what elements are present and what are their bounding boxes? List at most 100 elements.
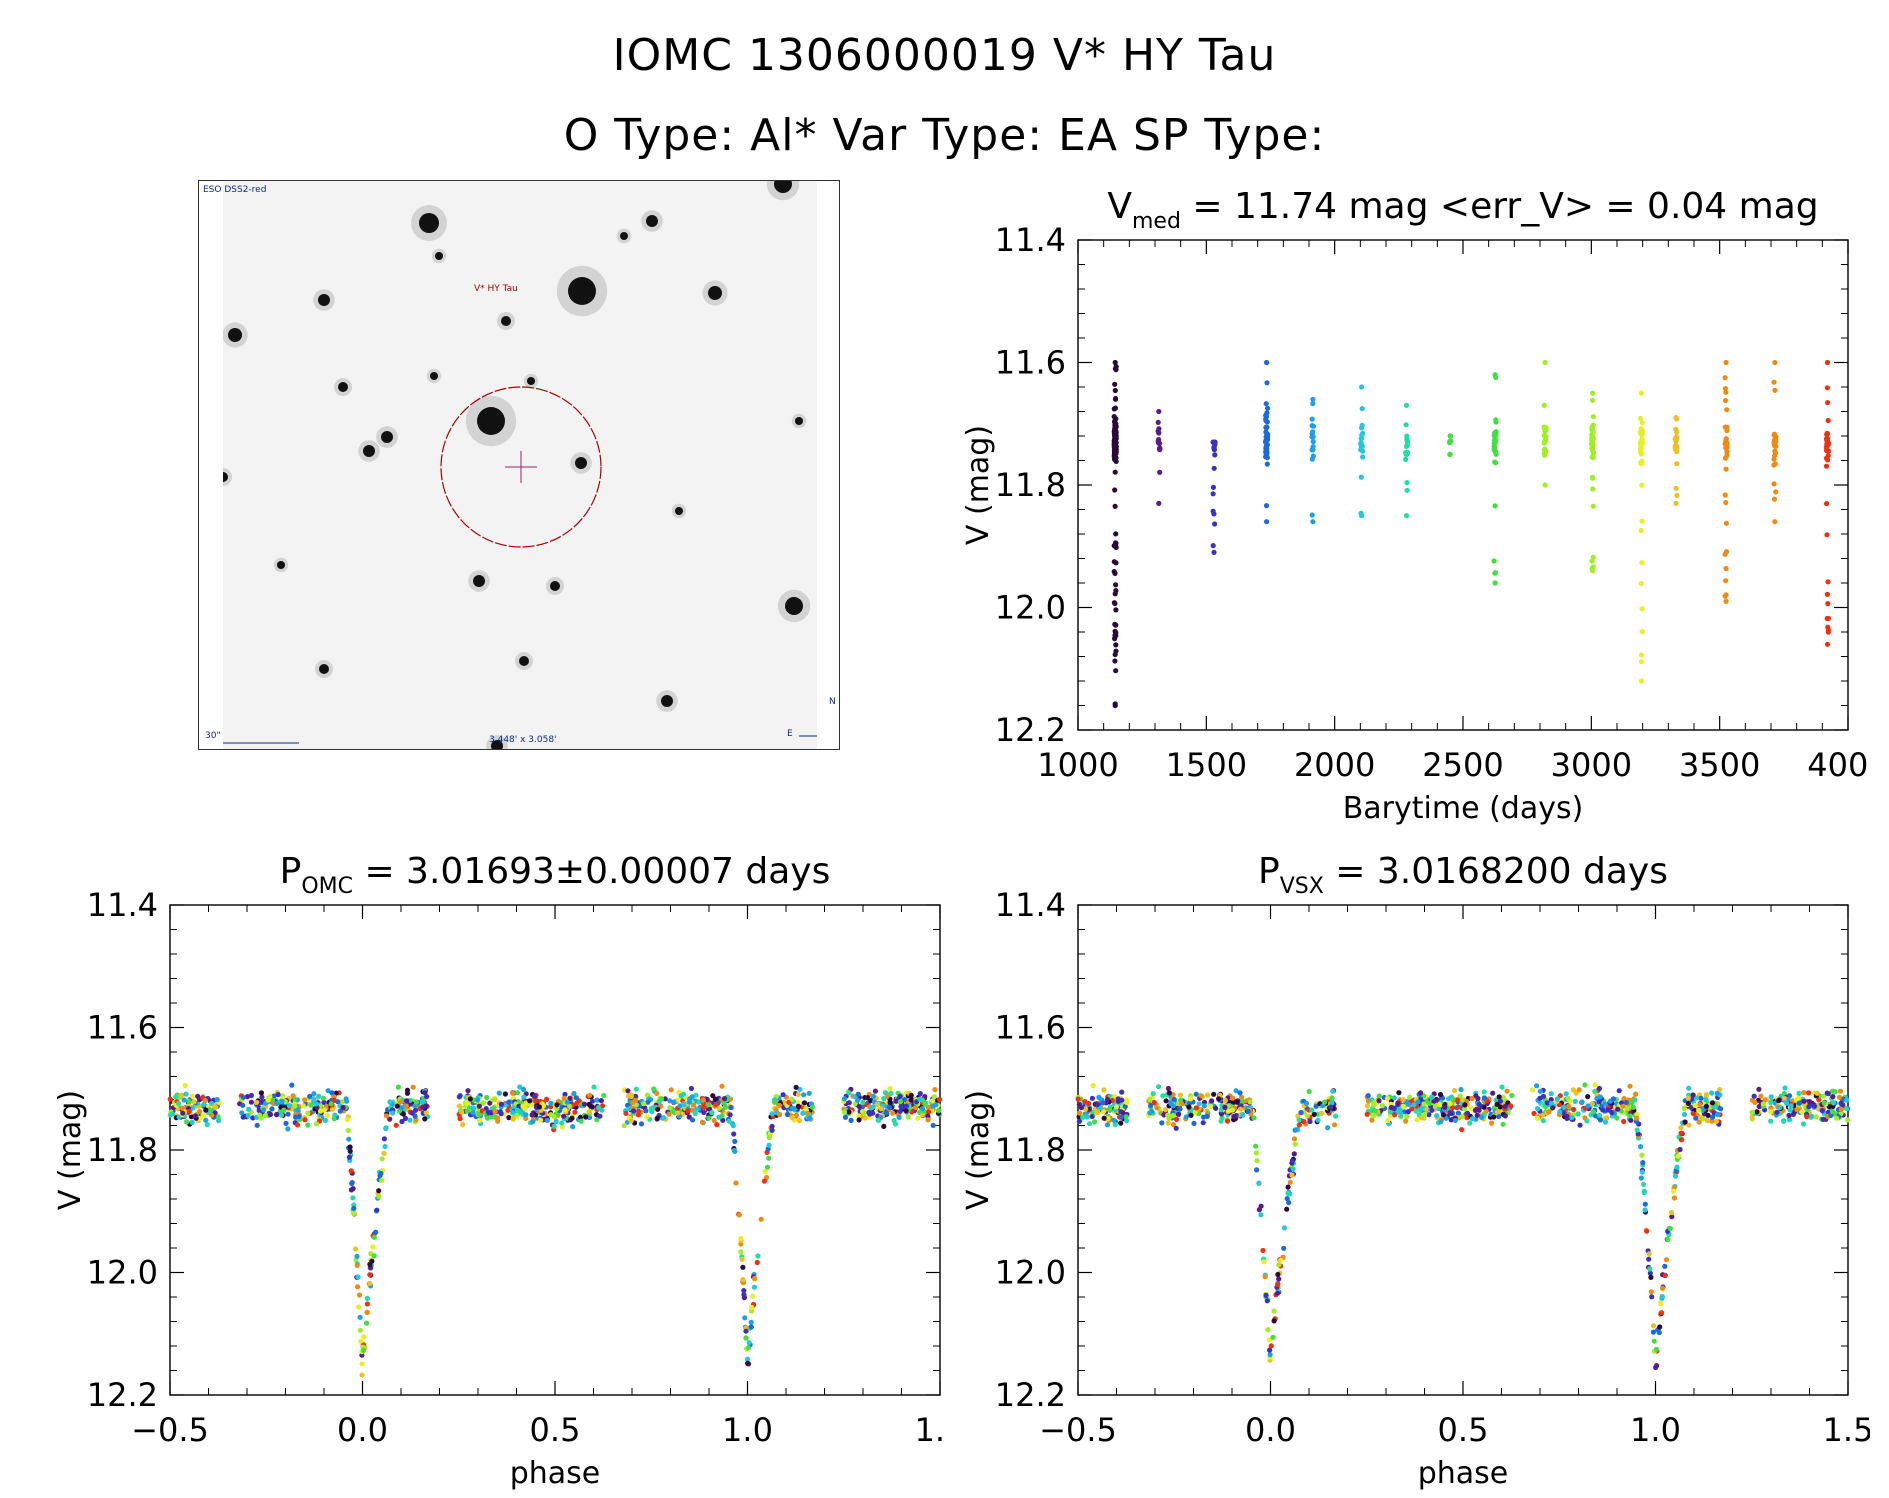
data-point	[267, 1111, 274, 1117]
data-point	[1183, 1114, 1189, 1120]
y-tick-label: 11.6	[995, 344, 1066, 382]
data-point	[167, 1096, 173, 1102]
data-point	[464, 1108, 471, 1114]
data-point	[769, 1111, 775, 1117]
data-point	[654, 1090, 660, 1096]
data-point	[793, 1112, 800, 1118]
data-point	[1550, 1105, 1556, 1111]
data-point	[1829, 1088, 1836, 1094]
data-point	[1450, 1096, 1456, 1102]
data-point	[502, 1091, 508, 1097]
data-point	[1542, 426, 1548, 432]
data-point	[745, 1356, 751, 1362]
data-point	[1592, 1088, 1598, 1095]
data-point	[1198, 1093, 1204, 1099]
data-point	[1615, 1106, 1621, 1112]
data-point	[1838, 1106, 1844, 1113]
data-point	[355, 1274, 361, 1280]
data-point	[1263, 424, 1270, 430]
data-point	[510, 1110, 516, 1116]
data-point	[1714, 1090, 1720, 1096]
data-point	[378, 1170, 384, 1176]
data-point	[666, 1111, 672, 1117]
data-point	[567, 1095, 573, 1101]
data-point	[1434, 1113, 1440, 1119]
finder-star	[568, 277, 596, 305]
data-point	[1112, 600, 1118, 607]
data-point	[905, 1114, 911, 1120]
data-point	[1771, 481, 1777, 487]
data-point	[589, 1098, 596, 1104]
data-point	[240, 1102, 246, 1108]
data-point	[1821, 1100, 1827, 1106]
data-point	[1565, 1095, 1571, 1101]
data-point	[1823, 445, 1830, 451]
data-point	[373, 1229, 379, 1235]
x-tick-label: 0.5	[530, 1411, 581, 1449]
data-point	[1112, 487, 1118, 493]
data-point	[1222, 1104, 1228, 1110]
x-axis-label: phase	[1418, 1456, 1509, 1491]
data-point	[1156, 500, 1162, 506]
data-point	[1417, 1107, 1423, 1113]
target-circle	[440, 386, 602, 548]
data-point	[457, 1116, 463, 1122]
data-point	[1772, 450, 1779, 456]
data-point	[1170, 1113, 1176, 1119]
data-point	[1678, 1130, 1684, 1136]
data-point	[1690, 1111, 1696, 1117]
data-point	[286, 1103, 292, 1109]
data-point	[1648, 1274, 1654, 1280]
data-point	[275, 1092, 281, 1098]
data-point	[1156, 408, 1162, 415]
data-point	[784, 1111, 791, 1118]
data-point	[1263, 451, 1269, 458]
data-point	[1834, 1115, 1840, 1121]
data-point	[1112, 651, 1118, 658]
data-point	[761, 1178, 768, 1184]
data-point	[767, 1134, 773, 1140]
data-point	[1234, 1099, 1240, 1105]
data-point	[285, 1111, 291, 1117]
data-point	[691, 1102, 697, 1108]
data-point	[364, 1309, 370, 1315]
data-point	[339, 1099, 345, 1105]
data-point	[382, 1143, 388, 1150]
data-point	[1845, 1117, 1851, 1123]
data-point	[244, 1094, 251, 1100]
data-point	[897, 1099, 904, 1105]
data-point	[1112, 427, 1118, 433]
data-point	[1648, 1289, 1654, 1295]
data-point	[732, 1148, 738, 1154]
data-point	[1293, 1127, 1299, 1133]
data-point	[192, 1113, 198, 1119]
data-point	[354, 1262, 360, 1268]
data-point	[1364, 1103, 1370, 1109]
data-point	[402, 1115, 409, 1121]
data-point	[262, 1113, 268, 1119]
data-point	[1696, 1107, 1702, 1113]
data-point	[1781, 1095, 1787, 1101]
data-point	[793, 1084, 799, 1090]
data-point	[1585, 1103, 1591, 1109]
data-point	[1787, 1107, 1793, 1113]
data-point	[1589, 558, 1595, 564]
data-point	[1418, 1115, 1425, 1121]
data-point	[357, 1314, 363, 1320]
data-point	[741, 1292, 747, 1298]
data-point	[371, 1234, 377, 1240]
data-point	[913, 1105, 919, 1111]
data-point	[1837, 1088, 1844, 1094]
data-point	[1173, 1116, 1180, 1122]
finder-east-label: E	[787, 729, 793, 739]
data-point	[1824, 532, 1830, 538]
data-point	[866, 1110, 872, 1116]
data-point	[487, 1100, 493, 1106]
data-point	[381, 1150, 387, 1156]
data-point	[1754, 1109, 1760, 1115]
data-point	[181, 1097, 187, 1103]
data-point	[329, 1090, 335, 1096]
data-point	[1156, 1084, 1162, 1090]
data-point	[1723, 592, 1729, 598]
data-point	[548, 1100, 554, 1106]
